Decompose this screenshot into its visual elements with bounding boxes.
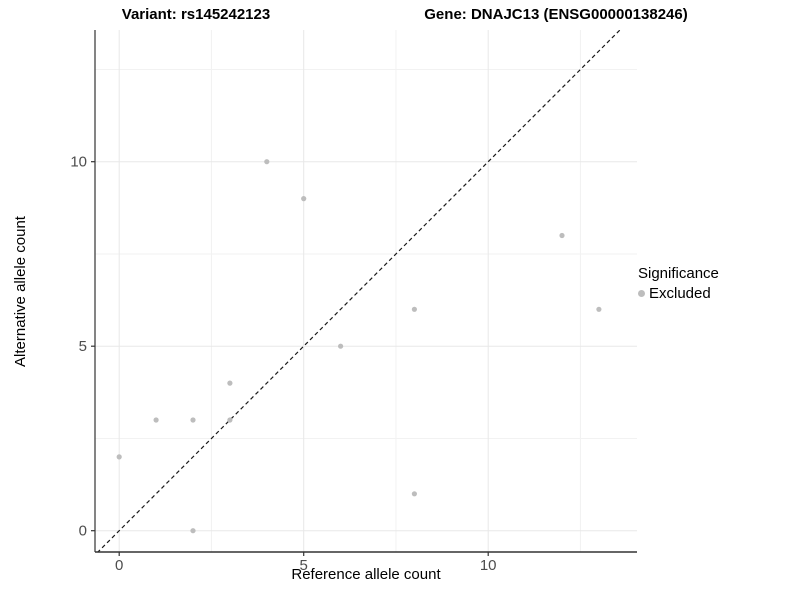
data-point (338, 343, 344, 349)
data-point (559, 232, 565, 239)
legend-item-label: Excluded (649, 285, 711, 302)
data-point (116, 454, 122, 460)
gene-title: Gene: DNAJC13 (ENSG00000138246) (424, 6, 688, 23)
legend-item-excluded: Excluded (638, 285, 719, 302)
data-point (301, 196, 307, 202)
identity-line (97, 30, 621, 552)
data-point (596, 306, 602, 312)
data-point (153, 417, 159, 423)
legend-point-icon (638, 290, 645, 297)
y-axis-title: Alternative allele count (12, 216, 29, 367)
x-tick-label: 0 (115, 557, 123, 574)
data-point (264, 159, 270, 165)
data-point (411, 491, 417, 497)
y-tick-label: 0 (79, 523, 87, 540)
x-axis-title: Reference allele count (291, 566, 441, 583)
legend: Significance Excluded (638, 265, 719, 302)
data-point (190, 417, 196, 423)
y-tick-label: 5 (79, 338, 87, 355)
y-tick-label: 10 (70, 154, 87, 171)
data-point (411, 306, 417, 312)
legend-title: Significance (638, 265, 719, 282)
data-point (227, 417, 233, 423)
variant-title: Variant: rs145242123 (121, 6, 271, 23)
data-point (227, 380, 233, 386)
x-tick-label: 5 (300, 557, 308, 574)
data-point (190, 528, 196, 534)
x-tick-label: 10 (480, 557, 497, 574)
